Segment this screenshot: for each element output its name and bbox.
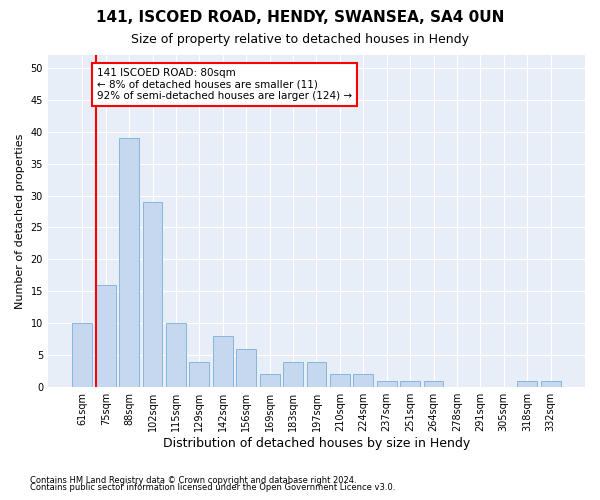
Text: 141 ISCOED ROAD: 80sqm
← 8% of detached houses are smaller (11)
92% of semi-deta: 141 ISCOED ROAD: 80sqm ← 8% of detached … — [97, 68, 352, 101]
Text: Size of property relative to detached houses in Hendy: Size of property relative to detached ho… — [131, 32, 469, 46]
Y-axis label: Number of detached properties: Number of detached properties — [15, 134, 25, 309]
Bar — [143, 202, 163, 387]
X-axis label: Distribution of detached houses by size in Hendy: Distribution of detached houses by size … — [163, 437, 470, 450]
Bar — [541, 381, 560, 387]
Text: Contains HM Land Registry data © Crown copyright and database right 2024.: Contains HM Land Registry data © Crown c… — [30, 476, 356, 485]
Bar — [96, 285, 116, 387]
Bar — [353, 374, 373, 387]
Bar — [400, 381, 420, 387]
Bar — [283, 362, 303, 387]
Bar — [190, 362, 209, 387]
Text: Contains public sector information licensed under the Open Government Licence v3: Contains public sector information licen… — [30, 484, 395, 492]
Text: 141, ISCOED ROAD, HENDY, SWANSEA, SA4 0UN: 141, ISCOED ROAD, HENDY, SWANSEA, SA4 0U… — [96, 10, 504, 25]
Bar — [517, 381, 537, 387]
Bar — [377, 381, 397, 387]
Bar — [236, 349, 256, 387]
Bar — [307, 362, 326, 387]
Bar — [330, 374, 350, 387]
Bar — [73, 324, 92, 387]
Bar — [260, 374, 280, 387]
Bar — [424, 381, 443, 387]
Bar — [119, 138, 139, 387]
Bar — [213, 336, 233, 387]
Bar — [166, 324, 186, 387]
